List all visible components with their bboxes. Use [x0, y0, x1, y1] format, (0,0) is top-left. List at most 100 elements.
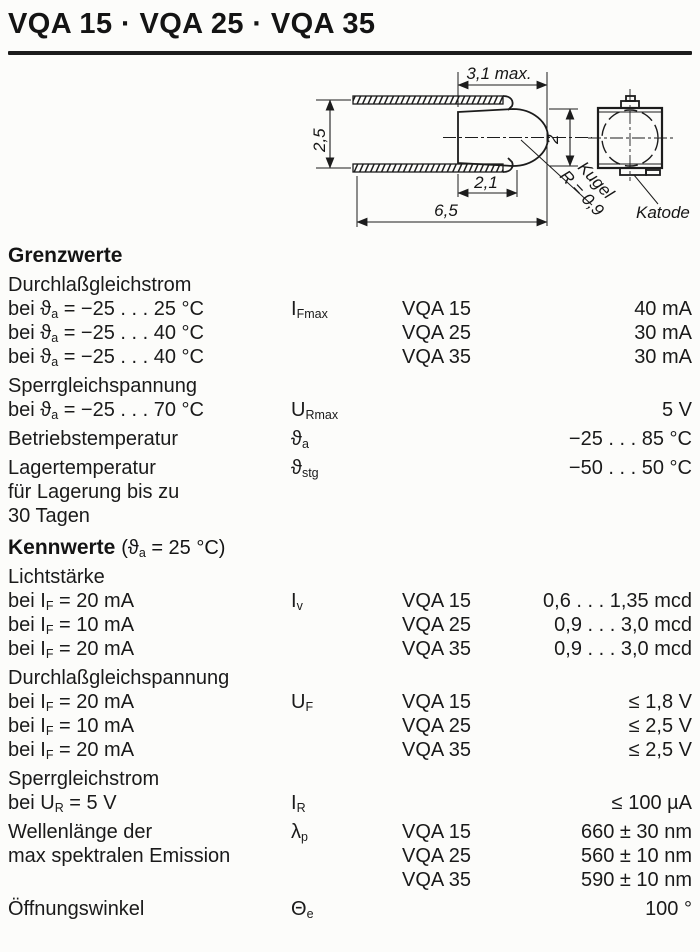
value: −25 . . . 85 °C — [568, 428, 692, 450]
parameter-group-name: Lichtstärke — [8, 566, 105, 588]
condition-label: bei IF = 10 mA — [8, 715, 135, 738]
spec-row: Betriebstemperatur ϑa −25 . . . 85 °C — [8, 427, 692, 451]
cathode-lead — [352, 163, 504, 173]
value: 660 ± 30 nm — [580, 821, 692, 843]
characteristics-condition: (ϑa = 25 °C) — [121, 537, 226, 560]
lead-bend-top — [502, 95, 514, 111]
formula-symbol: Iv — [291, 590, 303, 613]
device-type — [402, 398, 520, 422]
value: 590 ± 10 nm — [580, 869, 692, 891]
condition-label: bei IF = 20 mA — [8, 590, 135, 613]
device-type: VQA 15 — [402, 691, 471, 713]
section-limits: Grenzwerte Durchlaßgleichstrom bei ϑa = … — [0, 244, 700, 528]
device-type — [402, 791, 520, 815]
formula-symbol — [291, 345, 402, 369]
value — [520, 480, 692, 504]
cathode-label: Katode — [636, 203, 690, 222]
spec-row: bei IF = 20 mA UF VQA 15 ≤ 1,8 V — [8, 690, 692, 714]
formula-symbol — [291, 868, 402, 892]
condition-label: bei ϑa = −25 . . . 40 °C — [8, 322, 204, 345]
title-divider — [8, 51, 692, 55]
dim-lead-spacing-label: 2,5 — [310, 128, 329, 153]
device-type — [402, 427, 520, 451]
spec-row: für Lagerung bis zu — [8, 480, 692, 504]
value: 100 ° — [645, 898, 692, 920]
value: 0,6 . . . 1,35 mcd — [543, 590, 692, 612]
spec-row: bei IF = 20 mA VQA 35 0,9 . . . 3,0 mcd — [8, 637, 692, 661]
condition-label: bei ϑa = −25 . . . 25 °C — [8, 298, 204, 321]
value: −50 . . . 50 °C — [568, 457, 692, 479]
spec-row: bei IF = 20 mA Iv VQA 15 0,6 . . . 1,35 … — [8, 589, 692, 613]
formula-symbol — [291, 714, 402, 738]
value: 40 mA — [634, 298, 692, 320]
spec-row: max spektralen Emission VQA 25 560 ± 10 … — [8, 844, 692, 868]
formula-symbol: Θe — [291, 898, 314, 921]
characteristics-heading: Kennwerte (ϑa = 25 °C) — [8, 536, 226, 560]
device-type: VQA 25 — [402, 322, 471, 344]
formula-symbol — [291, 504, 402, 528]
value: 0,9 . . . 3,0 mcd — [554, 638, 692, 660]
anode-lead — [352, 95, 504, 105]
spec-row: VQA 35 590 ± 10 nm — [8, 868, 692, 892]
characteristics-table: Lichtstärke bei IF = 20 mA Iv VQA 15 0,6… — [0, 565, 700, 921]
condition-label: Wellenlänge der — [8, 821, 153, 843]
condition-label: für Lagerung bis zu — [8, 481, 180, 503]
value: ≤ 2,5 V — [628, 715, 692, 737]
side-view — [352, 95, 593, 206]
value: ≤ 1,8 V — [628, 691, 692, 713]
spec-row: Öffnungswinkel Θe 100 ° — [8, 897, 692, 921]
formula-symbol: λp — [291, 821, 308, 844]
dimension-lines — [325, 80, 575, 227]
spec-row: bei ϑa = −25 . . . 40 °C VQA 35 30 mA — [8, 345, 692, 369]
section-characteristics: Kennwerte (ϑa = 25 °C) Lichtstärke bei I… — [0, 536, 700, 921]
condition-label: 30 Tagen — [8, 505, 90, 527]
condition-label — [8, 868, 291, 892]
cathode-tab-step — [645, 169, 661, 176]
formula-symbol — [291, 480, 402, 504]
device-type — [402, 456, 520, 480]
condition-label: Betriebstemperatur — [8, 428, 179, 450]
parameter-group-name: Sperrgleichspannung — [8, 375, 198, 397]
limits-table: Durchlaßgleichstrom bei ϑa = −25 . . . 2… — [0, 273, 700, 528]
formula-symbol: ϑstg — [291, 457, 319, 480]
device-type: VQA 25 — [402, 614, 471, 636]
device-type: VQA 15 — [402, 590, 471, 612]
value: ≤ 2,5 V — [628, 739, 692, 761]
value: ≤ 100 µA — [611, 792, 692, 814]
spec-row: bei UR = 5 V IR ≤ 100 µA — [8, 791, 692, 815]
formula-symbol: UF — [291, 691, 314, 714]
parameter-group-name: Sperrgleichstrom — [8, 768, 160, 790]
value: 5 V — [661, 399, 692, 421]
led-package-diagram: 3,1 max. 2,5 2 2,1 6,5 Kugel R = 0,9 — [310, 64, 690, 227]
device-type: VQA 35 — [402, 638, 471, 660]
device-type: VQA 15 — [402, 821, 471, 843]
dim-width-label: 3,1 max. — [466, 64, 531, 83]
condition-label: bei UR = 5 V — [8, 792, 117, 815]
anode-tab-pip — [625, 95, 636, 102]
formula-symbol: IFmax — [291, 298, 328, 321]
sphere-radius-label: Kugel R = 0,9 — [556, 158, 618, 220]
formula-symbol — [291, 637, 402, 661]
condition-label: Öffnungswinkel — [8, 898, 145, 920]
device-type: VQA 35 — [402, 869, 471, 891]
device-type: VQA 25 — [402, 845, 471, 867]
formula-symbol — [291, 321, 402, 345]
dim-overall-length-label: 6,5 — [434, 201, 458, 220]
condition-label: bei ϑa = −25 . . . 70 °C — [8, 399, 204, 422]
spec-row: 30 Tagen — [8, 504, 692, 528]
spec-row: bei ϑa = −25 . . . 40 °C VQA 25 30 mA — [8, 321, 692, 345]
formula-symbol: ϑa — [291, 428, 309, 451]
condition-label: Lagertemperatur — [8, 457, 156, 479]
formula-symbol: URmax — [291, 399, 339, 422]
condition-label: bei ϑa = −25 . . . 40 °C — [8, 346, 204, 369]
device-type: VQA 25 — [402, 715, 471, 737]
led-body-outline — [457, 108, 549, 167]
formula-symbol — [291, 738, 402, 762]
condition-label: bei IF = 20 mA — [8, 691, 135, 714]
condition-label: bei IF = 10 mA — [8, 614, 135, 637]
device-type — [402, 897, 520, 921]
device-type — [402, 504, 520, 528]
condition-label: max spektralen Emission — [8, 845, 231, 867]
spec-row: Lagertemperatur ϑstg −50 . . . 50 °C — [8, 456, 692, 480]
